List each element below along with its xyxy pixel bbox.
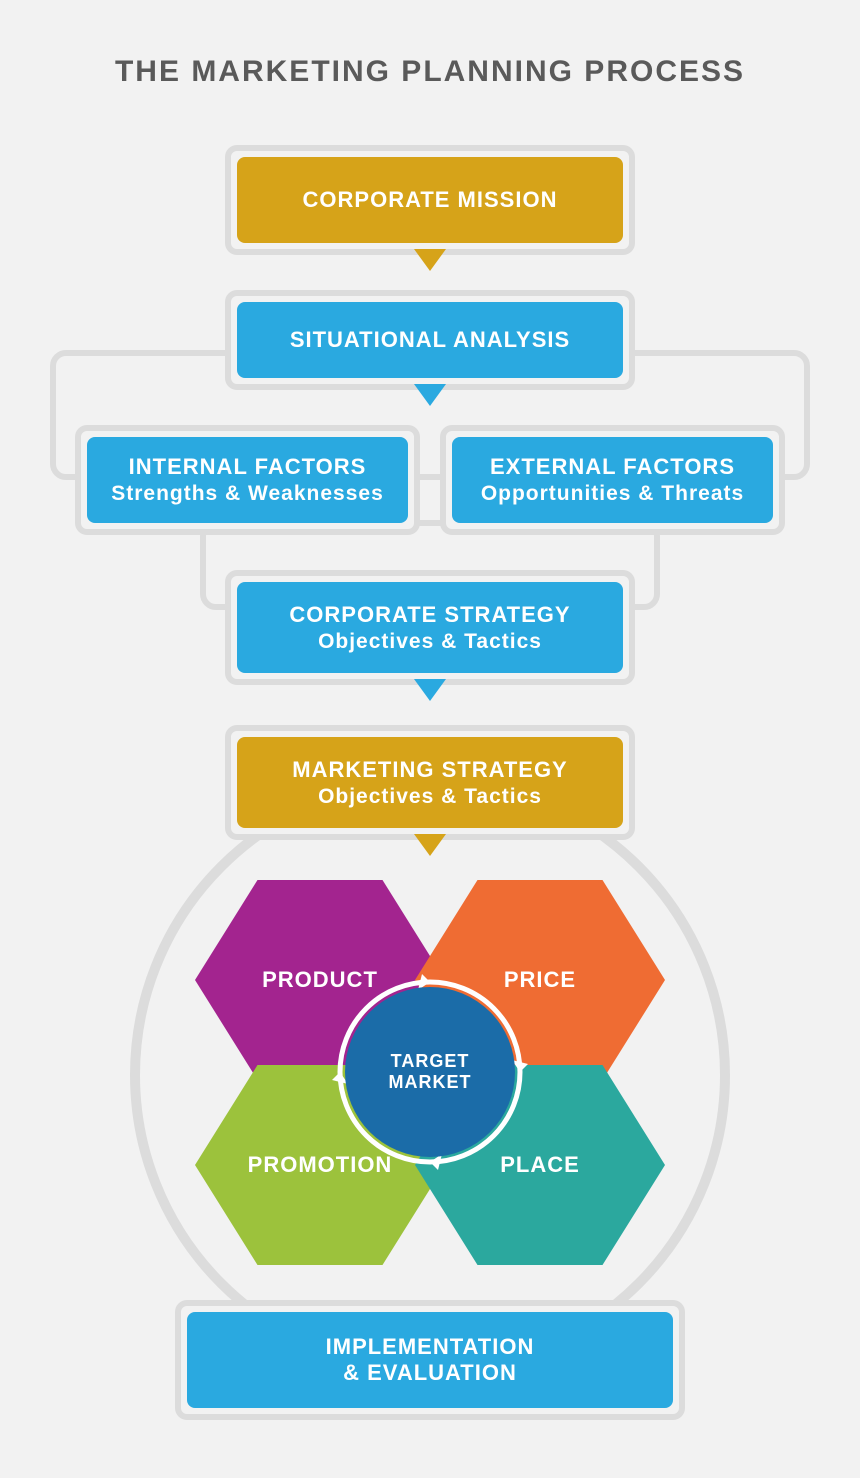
target-market-label-2: MARKET (389, 1072, 472, 1093)
situational-analysis-label: SITUATIONAL ANALYSIS (290, 327, 570, 353)
pointer-icon (414, 679, 446, 701)
corporate-mission-box: CORPORATE MISSION (225, 145, 635, 255)
pointer-icon (414, 834, 446, 856)
pointer-icon (414, 249, 446, 271)
target-market-label-1: TARGET (391, 1051, 470, 1072)
implementation-evaluation-box: IMPLEMENTATION & EVALUATION (175, 1300, 685, 1420)
external-factors-sublabel: Opportunities & Threats (481, 482, 744, 506)
corporate-strategy-box: CORPORATE STRATEGY Objectives & Tactics (225, 570, 635, 685)
corporate-strategy-label: CORPORATE STRATEGY (289, 602, 570, 628)
implementation-label: IMPLEMENTATION (326, 1334, 535, 1360)
corporate-strategy-sublabel: Objectives & Tactics (318, 630, 542, 654)
marketing-strategy-label: MARKETING STRATEGY (292, 757, 567, 783)
internal-factors-sublabel: Strengths & Weaknesses (111, 482, 384, 506)
page-title: THE MARKETING PLANNING PROCESS (0, 0, 860, 89)
evaluation-label: & EVALUATION (343, 1360, 517, 1386)
external-factors-box: EXTERNAL FACTORS Opportunities & Threats (440, 425, 785, 535)
internal-factors-label: INTERNAL FACTORS (129, 454, 367, 480)
marketing-strategy-sublabel: Objectives & Tactics (318, 785, 542, 809)
marketing-strategy-box: MARKETING STRATEGY Objectives & Tactics (225, 725, 635, 840)
target-market-circle: TARGET MARKET (345, 987, 515, 1157)
corporate-mission-label: CORPORATE MISSION (303, 187, 558, 213)
situational-analysis-box: SITUATIONAL ANALYSIS (225, 290, 635, 390)
pointer-icon (414, 384, 446, 406)
internal-factors-box: INTERNAL FACTORS Strengths & Weaknesses (75, 425, 420, 535)
external-factors-label: EXTERNAL FACTORS (490, 454, 735, 480)
